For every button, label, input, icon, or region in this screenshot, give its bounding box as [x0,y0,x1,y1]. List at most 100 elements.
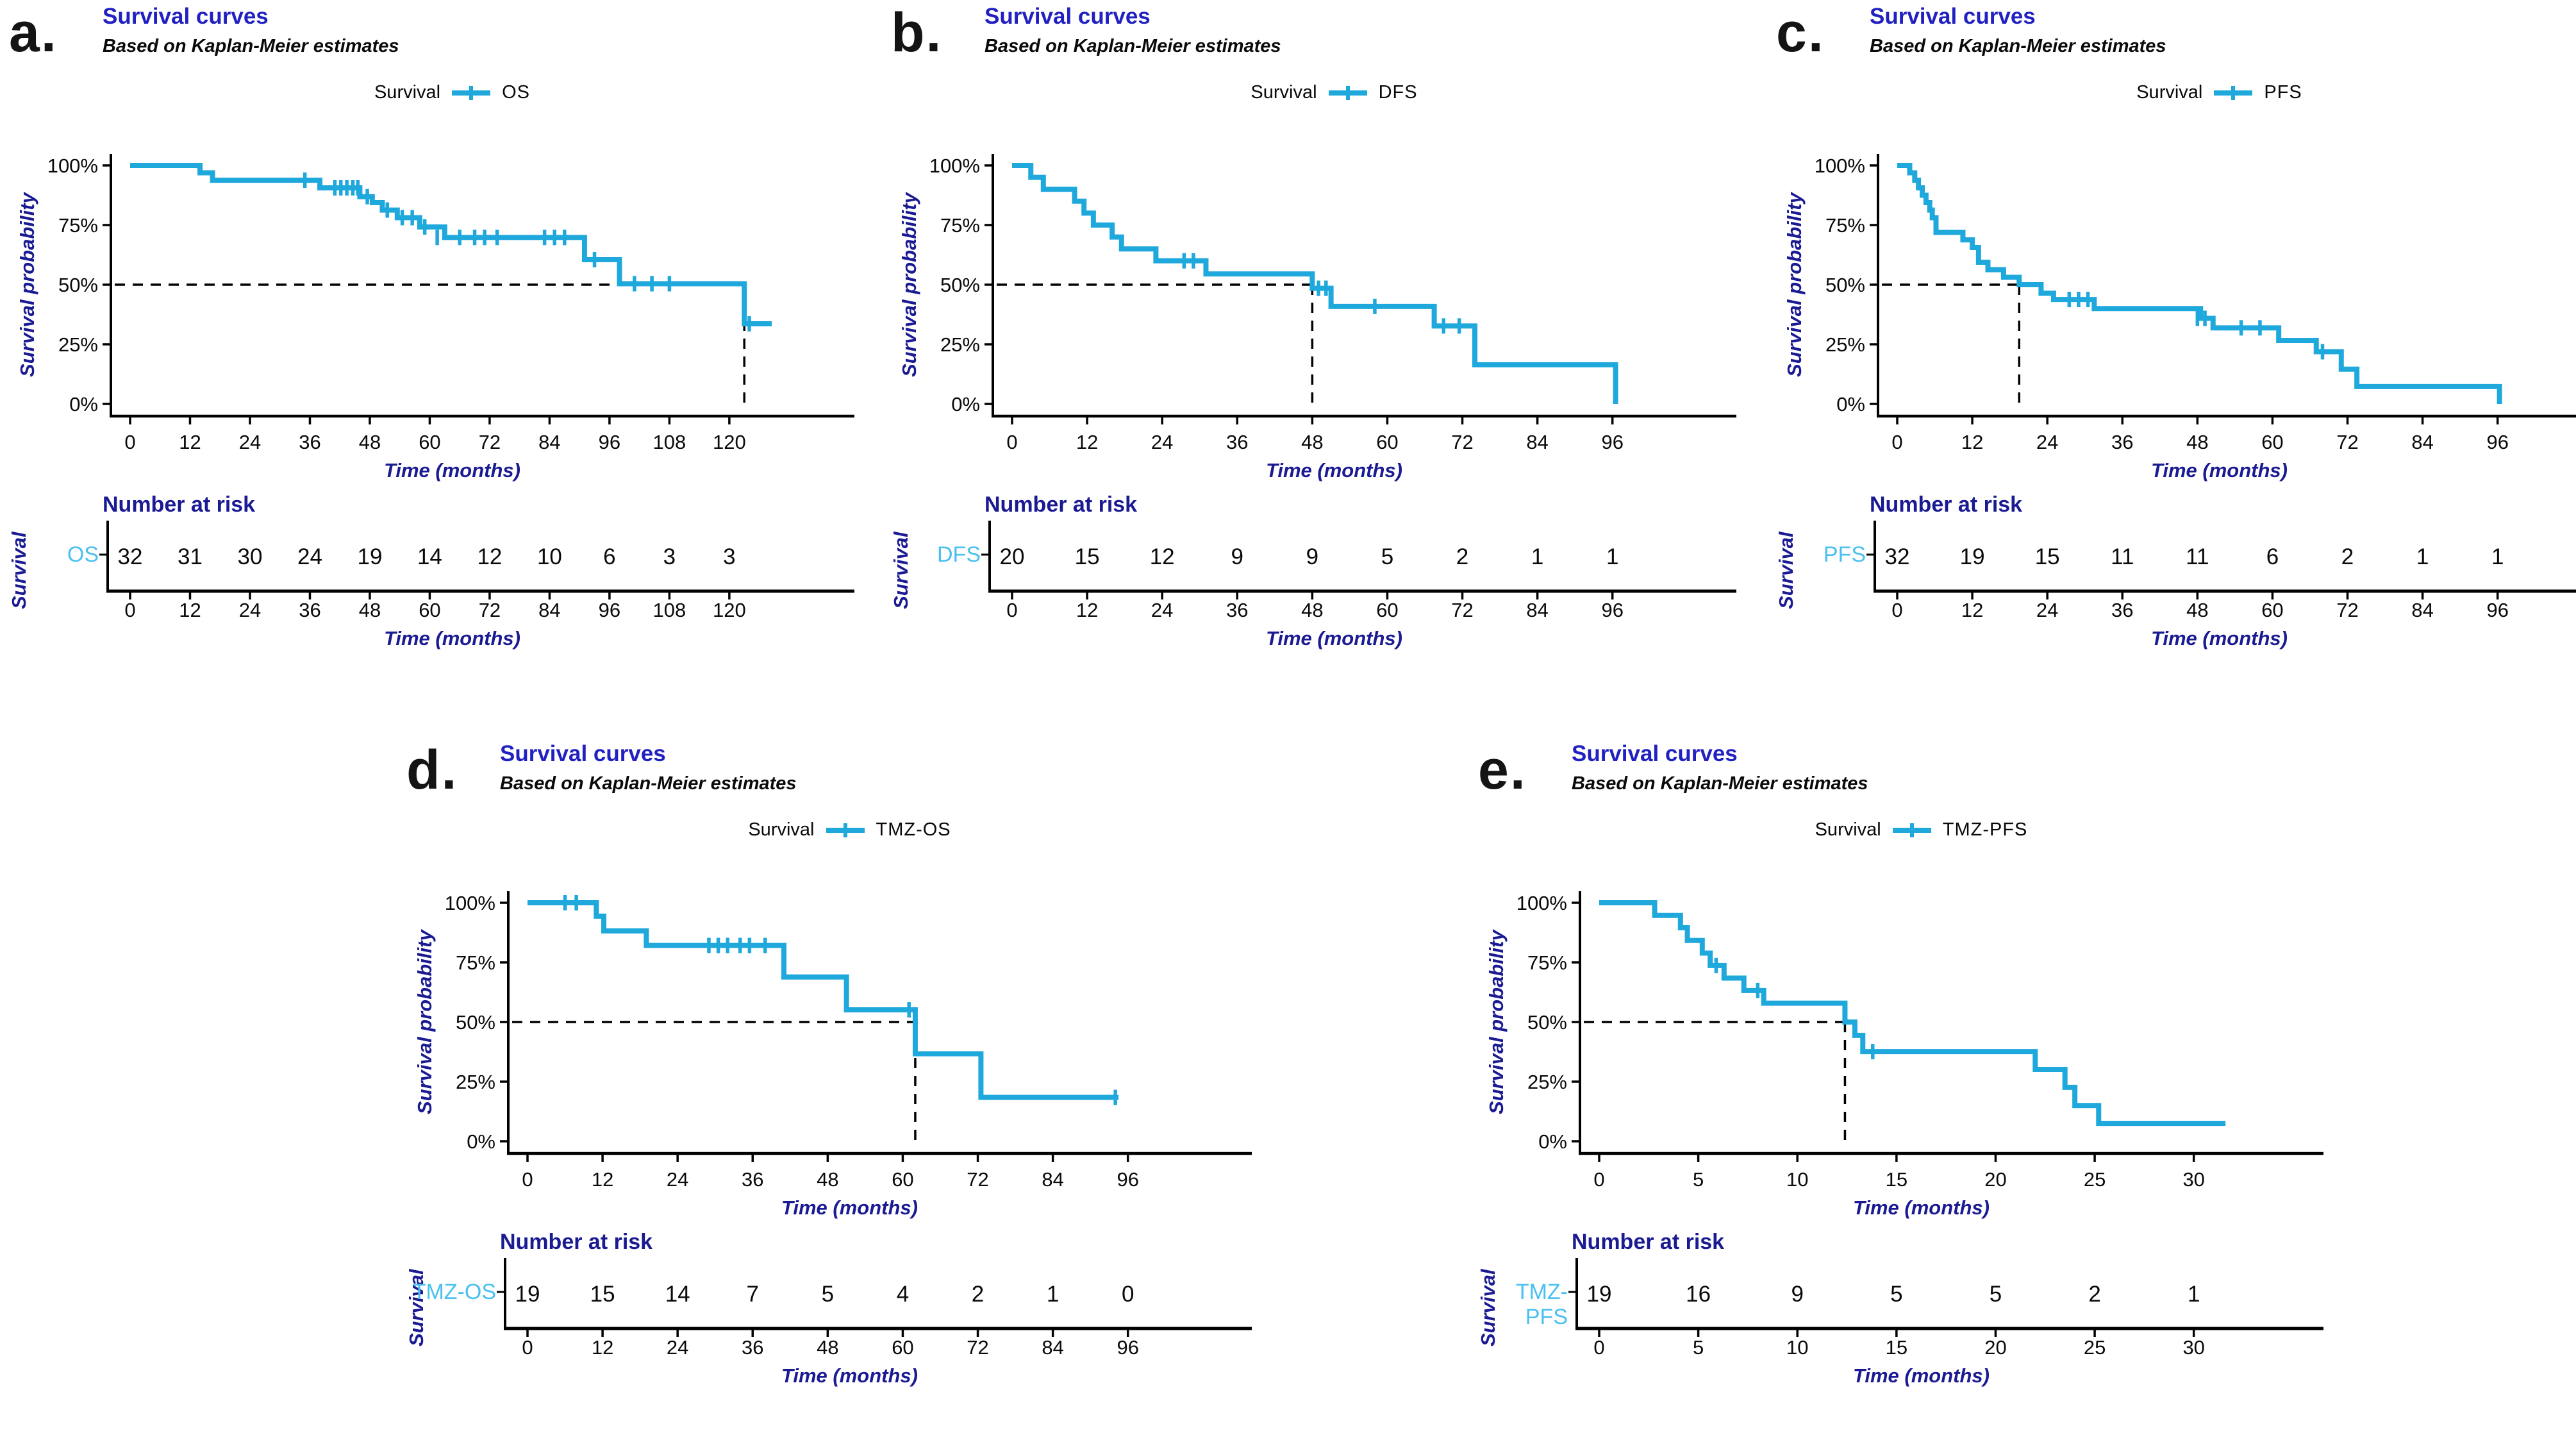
svg-text:2: 2 [1456,544,1468,569]
svg-text:15: 15 [590,1282,615,1307]
svg-text:72: 72 [967,1336,988,1359]
svg-text:24: 24 [239,431,261,453]
risk-x-axis-label: Time (months) [384,627,520,649]
panel-d: 100% 75% 50% 25% 0% 0 12 24 36 48 60 72 84 96 0 19 12 15 2… [403,737,1265,1404]
legend-line-cross-icon [1892,823,1931,837]
svg-text:0%: 0% [69,393,98,415]
svg-text:5: 5 [1693,1168,1704,1191]
x-axis-label: Time (months) [2151,459,2288,482]
svg-text:5: 5 [1890,1282,1902,1307]
svg-text:0: 0 [1891,431,1902,453]
svg-text:60: 60 [2261,431,2283,453]
risk-row-label: DFS [937,542,981,567]
svg-text:11: 11 [2186,544,2209,569]
svg-text:19: 19 [1587,1282,1612,1307]
y-axis-label: Survival probability [413,930,436,1114]
x-axis-label: Time (months) [781,1196,918,1219]
svg-text:14: 14 [665,1282,690,1307]
svg-text:24: 24 [239,599,261,621]
svg-text:72: 72 [479,431,501,453]
svg-text:96: 96 [2486,431,2508,453]
km-chart-tmz-os: 100%75%50%25%0%0 12 24 36 48 60 72 84 9601912152… [445,891,1252,1359]
risk-y-axis-label: Survival [405,1269,428,1347]
svg-text:84: 84 [2411,431,2433,453]
svg-text:32: 32 [1885,544,1910,569]
svg-text:100%: 100% [445,892,495,914]
svg-text:20: 20 [1000,544,1025,569]
svg-text:14: 14 [417,544,442,569]
x-axis-label: Time (months) [1266,459,1402,482]
svg-text:19: 19 [357,544,382,569]
panel-letter: d. [406,739,458,801]
svg-text:84: 84 [1042,1168,1063,1191]
svg-text:96: 96 [1117,1336,1138,1359]
svg-text:24: 24 [1151,599,1173,621]
svg-text:15: 15 [1886,1336,1907,1359]
svg-text:75%: 75% [940,214,980,237]
svg-text:100%: 100% [47,155,98,177]
risk-y-axis-label: Survival [1775,532,1797,610]
svg-text:60: 60 [2261,599,2283,621]
svg-text:72: 72 [479,599,501,621]
svg-text:84: 84 [538,599,560,621]
svg-text:50%: 50% [456,1011,495,1034]
svg-text:0%: 0% [1538,1130,1567,1153]
svg-text:0: 0 [124,599,135,621]
svg-text:12: 12 [592,1336,613,1359]
risk-table-title: Number at risk [1572,1230,1725,1254]
panel-header: Survival curves Based on Kaplan-Meier es… [1572,741,1868,794]
svg-text:24: 24 [667,1336,688,1359]
svg-text:20: 20 [1984,1168,2006,1191]
legend: Survival DFS [1012,82,1656,103]
svg-text:1: 1 [2416,544,2429,569]
svg-text:10: 10 [1786,1336,1808,1359]
svg-text:100%: 100% [1517,892,1567,914]
svg-text:0: 0 [1006,599,1017,621]
panel-e: 100% 75% 50% 25% 0% 0 5 10 15 20 25 30 0 19 5 16 10 9 15 5 2… [1474,737,2336,1404]
svg-text:120: 120 [713,599,746,621]
chart-subtitle: Based on Kaplan-Meier estimates [500,773,797,794]
svg-text:3: 3 [723,544,735,569]
svg-text:12: 12 [179,431,201,453]
svg-text:5: 5 [1381,544,1393,569]
km-chart-os: 100%75%50%25%0%0 12 24 36 48 60 72 84 96 108 12003… [47,154,854,621]
svg-text:12: 12 [1076,599,1098,621]
panel-header: Survival curves Based on Kaplan-Meier es… [1870,4,2166,57]
svg-text:60: 60 [419,599,440,621]
legend-line-cross-icon [452,85,491,100]
risk-y-axis-label: Survival [890,532,912,610]
svg-text:72: 72 [1451,431,1473,453]
svg-text:48: 48 [1301,431,1323,453]
legend-series-name: OS [502,82,531,103]
legend-series-name: TMZ-PFS [1942,819,2028,840]
panel-a: 100% 75% 50% 25% 0% 0 12 24 36 48 60 72 84 96 108 120 0 3… [5,0,867,667]
svg-text:1: 1 [1047,1282,1059,1307]
svg-text:25%: 25% [940,333,980,356]
legend: Survival OS [130,82,774,103]
svg-text:1: 1 [2491,544,2504,569]
svg-text:5: 5 [822,1282,834,1307]
y-axis-label: Survival probability [898,192,920,377]
svg-text:30: 30 [2182,1168,2204,1191]
svg-text:24: 24 [667,1168,688,1191]
chart-subtitle: Based on Kaplan-Meier estimates [985,36,1281,56]
km-chart-dfs: 100%75%50%25%0%0 12 24 36 48 60 72 84 9602012152… [929,154,1736,621]
svg-text:72: 72 [1451,599,1473,621]
svg-text:100%: 100% [929,155,980,177]
risk-x-axis-label: Time (months) [781,1364,918,1387]
x-axis-label: Time (months) [1853,1196,1990,1219]
svg-text:84: 84 [1526,431,1548,453]
svg-text:60: 60 [892,1168,913,1191]
svg-text:4: 4 [897,1282,909,1307]
svg-text:48: 48 [359,431,381,453]
svg-text:12: 12 [1076,431,1098,453]
y-axis-label: Survival probability [1485,930,1508,1114]
svg-text:50%: 50% [1527,1011,1567,1034]
risk-table-title: Number at risk [985,492,1138,517]
legend-label: Survival [1251,82,1317,103]
svg-text:60: 60 [1376,431,1398,453]
svg-text:36: 36 [299,431,320,453]
svg-text:100%: 100% [1815,155,1865,177]
svg-text:108: 108 [653,431,686,453]
risk-row-label: OS [67,542,99,567]
